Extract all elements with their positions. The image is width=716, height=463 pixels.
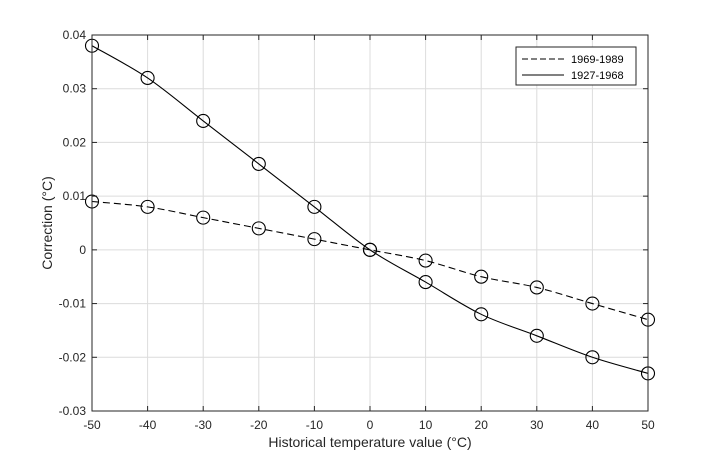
ticks xyxy=(91,34,649,412)
data-point-series-2 xyxy=(529,328,544,343)
x-tick-label: -50 xyxy=(83,418,101,432)
x-tick-label: 50 xyxy=(641,418,655,432)
x-tick-label: -30 xyxy=(195,418,213,432)
data-point-series-2 xyxy=(251,156,266,171)
tick-labels: -50 -40 -30 -20 -10 0 10 20 30 40 50 -0.03 -0.02 -0.0… xyxy=(59,28,655,432)
data-point-series-2 xyxy=(362,242,378,257)
legend: 1969-1989 1927-1968 xyxy=(515,46,637,86)
x-tick-label: 0 xyxy=(367,418,374,432)
y-tick-label: 0.02 xyxy=(63,135,87,149)
data-point-series-1 xyxy=(140,199,155,214)
data-point-series-2 xyxy=(585,350,600,365)
y-tick-label: 0 xyxy=(79,243,86,257)
data-point-series-1 xyxy=(529,280,544,295)
y-tick-label: -0.01 xyxy=(59,297,87,311)
series-line-2 xyxy=(91,45,649,374)
x-tick-label: -40 xyxy=(139,418,157,432)
legend-box xyxy=(515,46,637,86)
y-tick-label: -0.03 xyxy=(59,404,87,418)
data-point-series-1 xyxy=(196,210,211,225)
data-point-series-2 xyxy=(140,70,155,86)
x-tick-label: 30 xyxy=(530,418,544,432)
y-tick-label: 0.03 xyxy=(63,82,87,96)
data-point-series-2 xyxy=(307,199,322,214)
y-tick-label: 0.01 xyxy=(63,189,87,203)
x-tick-label: -10 xyxy=(306,418,324,432)
y-axis-title: Correction (°C) xyxy=(39,176,55,270)
data-point-series-1 xyxy=(251,221,266,236)
x-tick-label: 20 xyxy=(475,418,489,432)
y-tick-label: 0.04 xyxy=(63,28,87,42)
data-point-series-1 xyxy=(474,269,489,284)
x-tick-label: 10 xyxy=(419,418,433,432)
x-tick-label: -20 xyxy=(250,418,268,432)
x-axis-title: Historical temperature value (°C) xyxy=(268,434,471,450)
data-point-series-1 xyxy=(585,296,600,311)
data-point-series-1 xyxy=(307,232,322,247)
legend-label-series-1: 1969-1989 xyxy=(571,54,624,66)
data-point-series-2 xyxy=(418,275,433,290)
data-point-series-1 xyxy=(418,253,433,268)
data-point-series-2 xyxy=(196,113,211,128)
data-point-series-2 xyxy=(474,307,489,322)
y-tick-label: -0.02 xyxy=(59,350,87,364)
legend-label-series-2: 1927-1968 xyxy=(571,70,624,82)
x-tick-label: 40 xyxy=(586,418,600,432)
